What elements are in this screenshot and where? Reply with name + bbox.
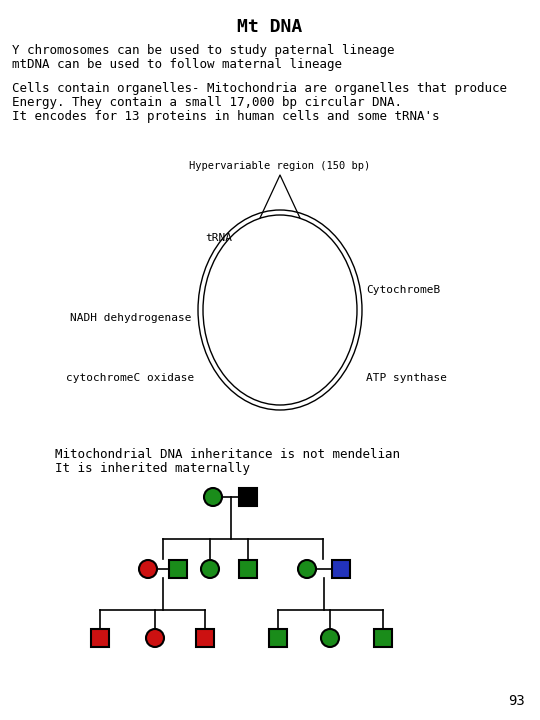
Text: Cells contain organelles- Mitochondria are organelles that produce: Cells contain organelles- Mitochondria a… xyxy=(12,82,507,95)
Bar xyxy=(332,560,350,578)
Text: CytochromeB: CytochromeB xyxy=(366,285,440,295)
Circle shape xyxy=(146,629,164,647)
Circle shape xyxy=(321,629,339,647)
Bar xyxy=(239,488,257,506)
Circle shape xyxy=(204,488,222,506)
Text: Energy. They contain a small 17,000 bp circular DNA.: Energy. They contain a small 17,000 bp c… xyxy=(12,96,402,109)
Text: Mt DNA: Mt DNA xyxy=(238,18,302,36)
Bar xyxy=(374,629,392,647)
Circle shape xyxy=(201,560,219,578)
Text: It encodes for 13 proteins in human cells and some tRNA's: It encodes for 13 proteins in human cell… xyxy=(12,110,440,123)
Text: cytochromeC oxidase: cytochromeC oxidase xyxy=(66,373,194,383)
Circle shape xyxy=(139,560,157,578)
Text: ATP synthase: ATP synthase xyxy=(366,373,447,383)
Text: 93: 93 xyxy=(508,694,525,708)
Bar xyxy=(239,560,257,578)
Text: Hypervariable region (150 bp): Hypervariable region (150 bp) xyxy=(190,161,370,171)
Text: NADH dehydrogenase: NADH dehydrogenase xyxy=(71,313,192,323)
Bar xyxy=(169,560,187,578)
Bar xyxy=(196,629,214,647)
Text: mtDNA can be used to follow maternal lineage: mtDNA can be used to follow maternal lin… xyxy=(12,58,342,71)
Text: It is inherited maternally: It is inherited maternally xyxy=(55,462,250,475)
Text: tRNA: tRNA xyxy=(205,233,232,243)
Bar xyxy=(91,629,109,647)
Text: Mitochondrial DNA inheritance is not mendelian: Mitochondrial DNA inheritance is not men… xyxy=(55,448,400,461)
Text: Y chromosomes can be used to study paternal lineage: Y chromosomes can be used to study pater… xyxy=(12,44,395,57)
Bar xyxy=(269,629,287,647)
Circle shape xyxy=(298,560,316,578)
